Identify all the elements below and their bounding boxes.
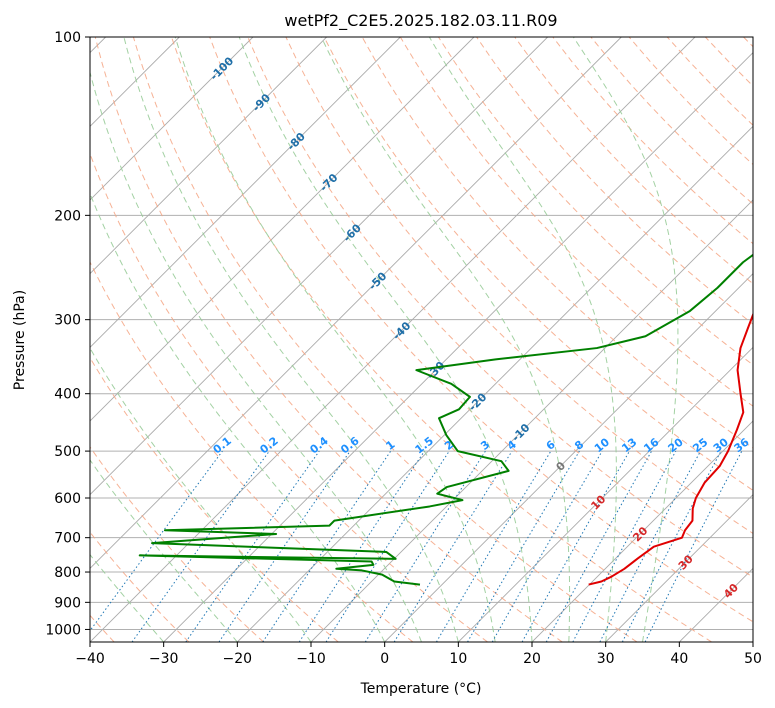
- mixing-ratio-line: [545, 450, 653, 642]
- isotherm-line: [605, 494, 753, 642]
- mixing-ratio-line: [218, 450, 351, 642]
- moist-adiabat: [90, 192, 386, 642]
- dry-adiabat: [90, 446, 264, 642]
- y-tick-label: 700: [54, 531, 81, 547]
- mixing-ratio-line: [131, 450, 270, 642]
- moist-adiabat: [320, 37, 571, 642]
- x-tick-label: −10: [296, 651, 326, 667]
- isotherm-line: [237, 125, 753, 642]
- mixing-ratio-line: [644, 450, 743, 642]
- mixing-ratio-line: [325, 450, 450, 642]
- moist-adiabat: [572, 37, 679, 642]
- moist-adiabat: [428, 37, 617, 642]
- y-tick-label: 900: [54, 595, 81, 611]
- y-tick-label: 600: [54, 491, 81, 507]
- dry-adiabat: [323, 37, 753, 491]
- mixing-ratio-line: [393, 450, 513, 642]
- dry-adiabat: [209, 37, 753, 623]
- mixing-ratio-labels: 0.1 0.2 0.4 0.6 1 1.5 2 3 4 6 8 10 13 16 20 25 30 36: [211, 434, 752, 456]
- isotherm-line: [384, 273, 753, 642]
- isotherm-line: [531, 420, 753, 642]
- dry-adiabat: [247, 37, 753, 578]
- x-tick-label: 10: [449, 651, 467, 667]
- dry-adiabat: [94, 37, 563, 642]
- dry-adiabat: [171, 37, 713, 642]
- dry-adiabat: [476, 37, 753, 325]
- dry-adiabat: [90, 356, 339, 642]
- y-tick-label: 400: [54, 387, 81, 403]
- x-tick-label: 50: [744, 651, 762, 667]
- y-axis-title: Pressure (hPa): [12, 290, 28, 390]
- isotherm-line: [90, 37, 327, 275]
- x-tick-label: 20: [523, 651, 541, 667]
- moist-adiabat: [90, 553, 165, 642]
- mixing-ratio-line: [572, 450, 677, 642]
- plot-frame: [89, 36, 754, 643]
- moist-adiabat: [238, 37, 533, 642]
- y-tick-label: 800: [54, 565, 81, 581]
- mixing-ratio-line: [90, 450, 223, 632]
- moist-adiabat: [123, 37, 459, 642]
- moist-adiabat: [90, 459, 238, 642]
- chart-title: wetPf2_C2E5.2025.182.03.11.R09: [284, 11, 557, 31]
- dewpoint-profile: [138, 253, 753, 586]
- dry-adiabat: [90, 260, 414, 642]
- x-axis-ticks: −40 −30 −20 −10 0 10 20 30 40 50: [75, 642, 762, 667]
- isotherm-line: [90, 37, 622, 569]
- x-axis-title: Temperature (°C): [360, 681, 482, 697]
- mixing-ratio-line: [521, 450, 630, 642]
- x-tick-label: 30: [597, 651, 615, 667]
- y-tick-label: 300: [54, 313, 81, 329]
- mixing-ratio-line: [262, 450, 392, 642]
- y-tick-label: 500: [54, 444, 81, 460]
- dry-adiabat: [132, 37, 638, 642]
- isotherm-line: [163, 52, 753, 642]
- isotherm-line: [90, 37, 401, 348]
- isotherm-line: [458, 346, 753, 642]
- y-tick-label: 1000: [45, 622, 81, 638]
- x-tick-label: −40: [75, 651, 105, 667]
- y-tick-label: 200: [54, 208, 81, 224]
- mixing-ratio-line: [185, 450, 320, 642]
- isotherm-line: [90, 37, 548, 496]
- mixing-ratio-line: [298, 450, 425, 642]
- y-tick-label: 100: [54, 30, 81, 46]
- x-tick-label: −30: [149, 651, 179, 667]
- x-tick-label: 0: [380, 651, 389, 667]
- isotherm-line: [90, 37, 254, 201]
- x-tick-label: 40: [670, 651, 688, 667]
- x-tick-label: −20: [223, 651, 253, 667]
- isotherm-line: [90, 37, 475, 422]
- dry-adiabat: [285, 37, 753, 535]
- y-axis-ticks: 100 200 300 400 500 600 700 800 900 1000: [45, 30, 90, 638]
- moist-adiabat: [90, 70, 422, 642]
- moist-adiabat: [90, 347, 312, 642]
- reference-lines: [90, 37, 753, 642]
- dry-adiabat: [514, 37, 753, 285]
